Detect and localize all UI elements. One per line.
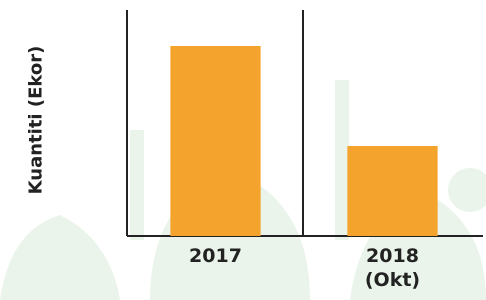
bar [347,146,437,236]
chart: Kuantiti (Ekor) 2017 2018 (Okt) [0,0,486,300]
x-tick-label: 2017 [156,244,276,268]
x-tick-label: 2018 (Okt) [333,244,453,292]
bar [170,46,260,236]
y-axis-label: Kuantiti (Ekor) [26,46,47,195]
